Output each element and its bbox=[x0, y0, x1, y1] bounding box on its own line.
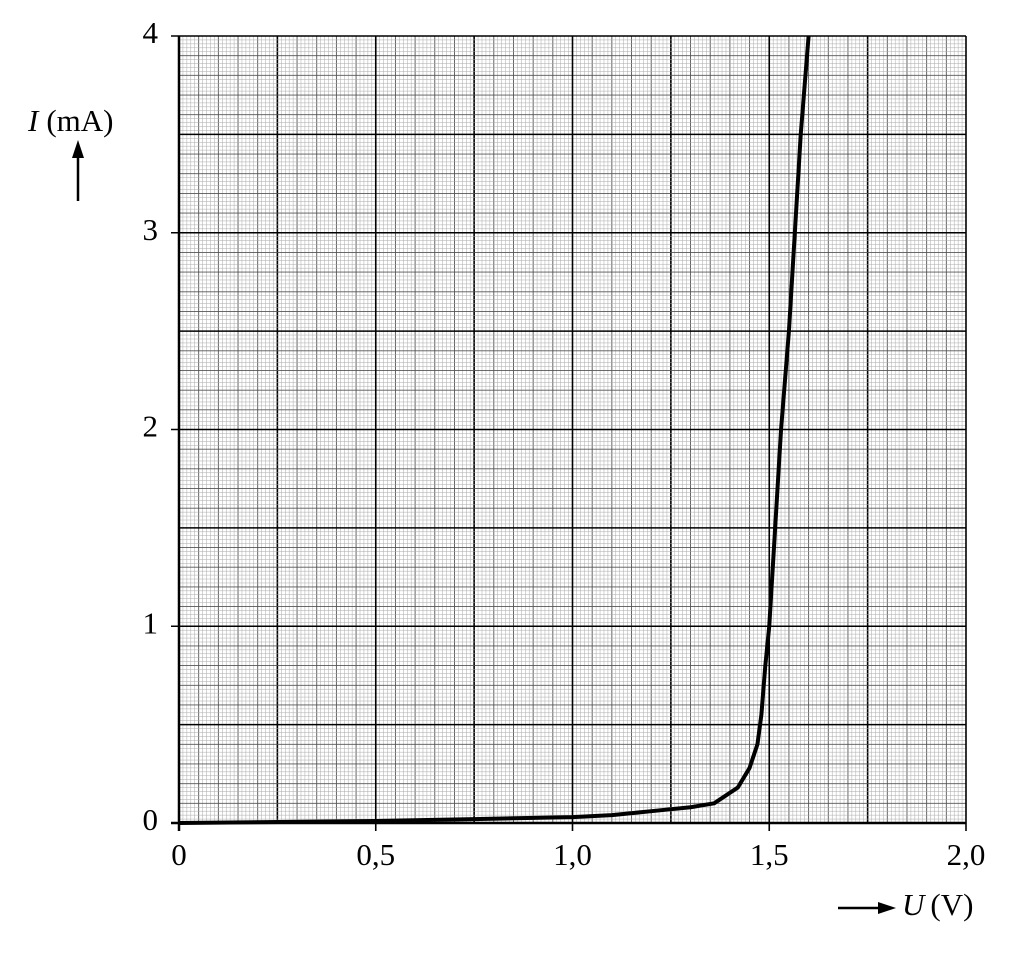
y-tick-label: 4 bbox=[143, 15, 159, 50]
y-arrow bbox=[72, 140, 84, 201]
x-arrow bbox=[838, 902, 896, 914]
y-tick-label: 3 bbox=[143, 212, 159, 247]
x-axis-label: U (V) bbox=[902, 887, 973, 922]
x-tick-label: 2,0 bbox=[947, 837, 986, 872]
plot bbox=[178, 35, 811, 825]
y-axis-unit: (mA) bbox=[46, 103, 113, 138]
graph-paper bbox=[171, 35, 967, 831]
x-tick-label: 0,5 bbox=[356, 837, 395, 872]
y-tick-label: 0 bbox=[143, 802, 159, 837]
y-tick-label: 2 bbox=[143, 409, 159, 444]
x-tick-label: 1,0 bbox=[553, 837, 592, 872]
curve bbox=[178, 35, 811, 825]
x-tick-label: 1,5 bbox=[750, 837, 789, 872]
x-tick-label: 0 bbox=[171, 837, 187, 872]
y-axis-label: I (mA) bbox=[27, 103, 113, 138]
y-axis-symbol: I bbox=[27, 103, 40, 138]
y-tick-label: 1 bbox=[143, 605, 159, 640]
x-axis-unit: (V) bbox=[930, 887, 973, 922]
x-axis-symbol: U bbox=[902, 887, 927, 922]
